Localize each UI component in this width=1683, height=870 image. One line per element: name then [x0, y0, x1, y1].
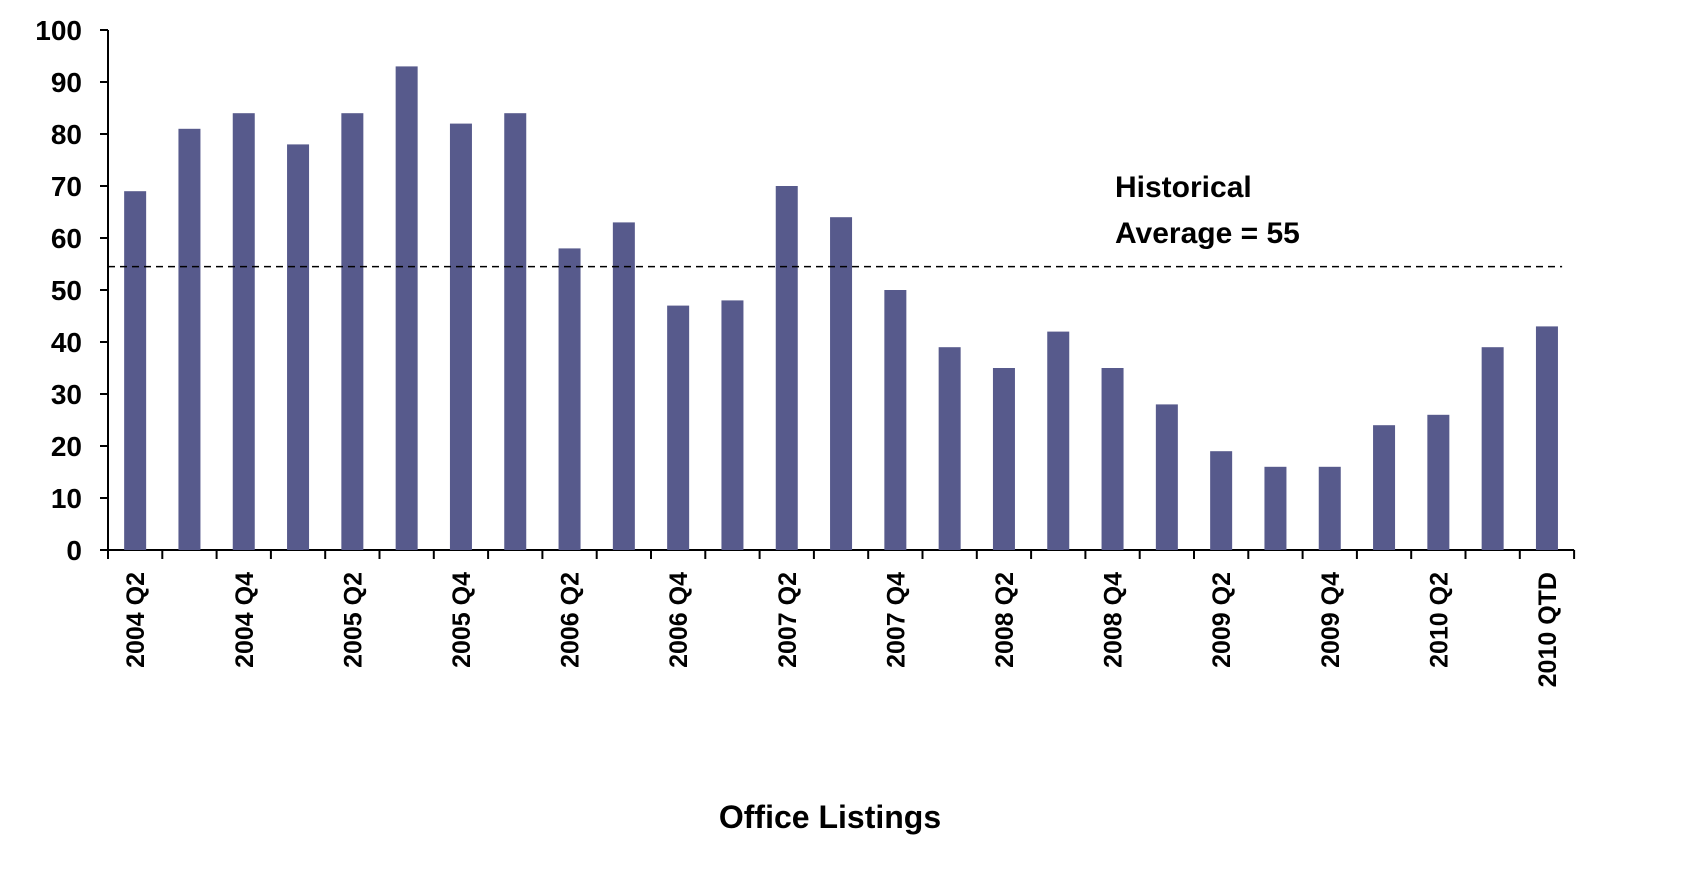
bar — [1047, 331, 1070, 550]
bar — [1155, 404, 1178, 550]
y-tick-label: 30 — [51, 379, 82, 410]
bar — [1318, 466, 1341, 550]
y-tick-label: 60 — [51, 223, 82, 254]
x-tick-label: 2008 Q2 — [991, 572, 1019, 668]
x-tick-label: 2009 Q2 — [1208, 572, 1236, 668]
x-axis-title: Office Listings — [719, 799, 941, 835]
y-tick-label: 70 — [51, 171, 82, 202]
y-tick-label: 10 — [51, 483, 82, 514]
bar — [1481, 347, 1504, 550]
bar — [178, 128, 201, 551]
y-tick-label: 100 — [35, 15, 82, 46]
y-tick-label: 20 — [51, 431, 82, 462]
bar — [232, 113, 255, 550]
x-tick-label: 2007 Q4 — [882, 572, 910, 668]
annotation: Average = 55 — [1115, 217, 1300, 250]
bar — [395, 66, 418, 551]
bar — [667, 305, 690, 550]
bar — [504, 113, 527, 550]
x-tick-label: 2006 Q4 — [665, 572, 693, 668]
x-tick-label: 2009 Q4 — [1317, 572, 1345, 668]
x-tick-label: 2004 Q4 — [231, 572, 259, 668]
x-tick-label: 2004 Q2 — [122, 572, 150, 668]
bar — [1373, 425, 1396, 550]
x-tick-label: 2010 QTD — [1534, 572, 1562, 687]
x-tick-label: 2006 Q2 — [557, 572, 585, 668]
bar — [1427, 414, 1450, 550]
y-tick-label: 80 — [51, 119, 82, 150]
x-tick-label: 2007 Q2 — [774, 572, 802, 668]
bar — [1210, 451, 1233, 550]
y-tick-label: 50 — [51, 275, 82, 306]
bar — [775, 186, 798, 550]
bar — [884, 290, 907, 550]
bar — [992, 368, 1015, 550]
bar — [721, 300, 744, 550]
annotation: Historical — [1115, 171, 1252, 204]
bar — [612, 222, 635, 550]
bar — [938, 347, 961, 550]
y-tick-label: 0 — [66, 535, 82, 566]
bar — [1535, 326, 1558, 550]
bar — [1101, 368, 1124, 550]
y-tick-label: 90 — [51, 67, 82, 98]
x-tick-label: 2010 Q2 — [1425, 572, 1453, 668]
bar — [558, 248, 581, 550]
bar — [124, 191, 147, 550]
bar — [341, 113, 364, 550]
bar — [830, 217, 853, 550]
bar — [449, 123, 472, 550]
bar — [1264, 466, 1287, 550]
x-tick-label: 2005 Q2 — [339, 572, 367, 668]
bar — [287, 144, 310, 550]
x-tick-label: 2005 Q4 — [448, 572, 476, 668]
x-tick-label: 2008 Q4 — [1100, 572, 1128, 668]
y-tick-label: 40 — [51, 327, 82, 358]
